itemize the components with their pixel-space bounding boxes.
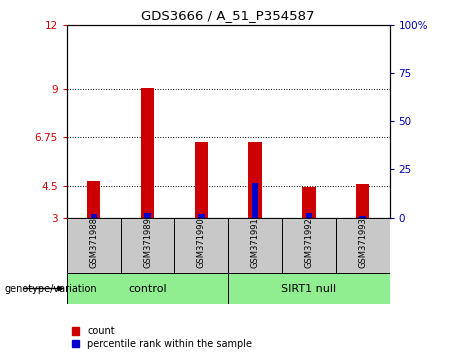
Text: GSM371993: GSM371993 bbox=[358, 217, 367, 268]
Legend: count, percentile rank within the sample: count, percentile rank within the sample bbox=[72, 326, 252, 349]
Text: control: control bbox=[128, 284, 167, 293]
Bar bbox=[302, 187, 316, 218]
Bar bbox=[141, 88, 154, 218]
Bar bbox=[67, 273, 228, 304]
Bar bbox=[90, 215, 97, 218]
Title: GDS3666 / A_51_P354587: GDS3666 / A_51_P354587 bbox=[142, 9, 315, 22]
Bar bbox=[228, 218, 282, 273]
Bar bbox=[306, 213, 312, 218]
Bar bbox=[144, 213, 151, 218]
Text: GSM371988: GSM371988 bbox=[89, 217, 98, 268]
Text: genotype/variation: genotype/variation bbox=[5, 284, 97, 293]
Bar bbox=[174, 218, 228, 273]
Bar bbox=[356, 184, 369, 218]
Bar bbox=[67, 218, 121, 273]
Text: GSM371991: GSM371991 bbox=[251, 217, 260, 268]
Text: GSM371990: GSM371990 bbox=[197, 217, 206, 268]
Text: GSM371992: GSM371992 bbox=[304, 217, 313, 268]
Bar bbox=[360, 216, 366, 218]
Text: SIRT1 null: SIRT1 null bbox=[281, 284, 337, 293]
Bar bbox=[121, 218, 174, 273]
Bar bbox=[282, 218, 336, 273]
Bar bbox=[248, 142, 262, 218]
Text: GSM371989: GSM371989 bbox=[143, 217, 152, 268]
Bar bbox=[252, 183, 258, 218]
Bar bbox=[228, 273, 390, 304]
Bar bbox=[336, 218, 390, 273]
Bar bbox=[87, 181, 100, 218]
Bar bbox=[198, 215, 205, 218]
Bar bbox=[195, 142, 208, 218]
